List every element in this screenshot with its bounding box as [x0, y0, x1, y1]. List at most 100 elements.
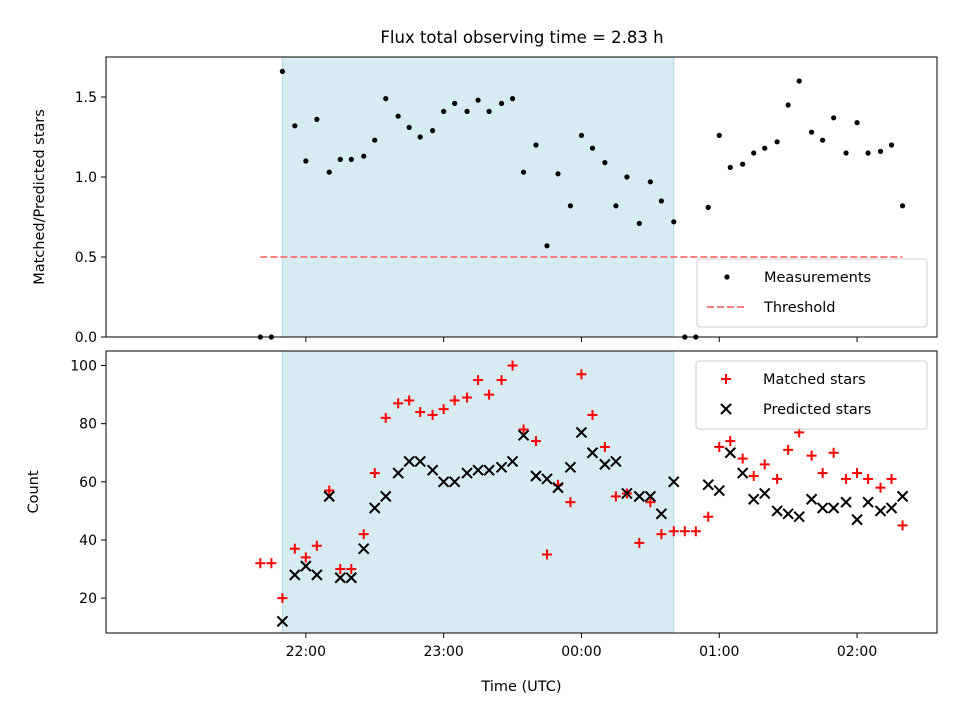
- measurement-point: [337, 156, 343, 162]
- predicted-stars-point: [759, 487, 771, 500]
- x-tick-label: 02:00: [837, 644, 877, 660]
- y-tick-label: 100: [70, 359, 97, 375]
- measurement-point: [705, 204, 711, 210]
- predicted-stars-point: [380, 490, 392, 503]
- x-b: [599, 458, 611, 471]
- y-tick-label: 1.5: [75, 90, 97, 106]
- x-b: [289, 569, 301, 581]
- x-b: [668, 476, 680, 488]
- predicted-stars-point: [564, 461, 577, 473]
- matched-stars-point: [393, 398, 404, 409]
- x-b: [506, 455, 519, 468]
- x-b: [276, 615, 289, 628]
- x-b: [461, 467, 473, 479]
- matched-stars-point: [772, 473, 783, 484]
- measurement-point: [877, 148, 884, 154]
- matched-stars-point: [748, 471, 759, 482]
- predicted-stars-point: [448, 476, 461, 488]
- measurement-point: [395, 113, 401, 119]
- predicted-stars-point: [369, 502, 381, 514]
- x-b: [437, 476, 450, 488]
- matched-stars-point: [645, 497, 656, 508]
- x-b: [300, 560, 312, 572]
- predicted-stars-point: [541, 473, 553, 485]
- predicted-stars-point: [289, 569, 301, 581]
- observing-window-shade: [281, 56, 675, 338]
- predicted-stars-point: [517, 429, 530, 442]
- measurement-point: [279, 68, 285, 74]
- predicted-stars-point: [896, 490, 909, 503]
- predicted-stars-point: [713, 484, 725, 497]
- x-b: [392, 467, 404, 479]
- predicted-stars-point: [610, 455, 622, 468]
- matched-stars-point: [404, 395, 415, 406]
- x-b: [472, 464, 484, 476]
- matched-stars-point: [380, 412, 391, 423]
- matched-stars-point: [679, 526, 690, 537]
- matched-stars-point: [427, 409, 438, 420]
- y-axis-label: Count: [26, 470, 42, 513]
- matched-stars-point: [530, 436, 541, 447]
- measurement-point: [865, 150, 871, 156]
- matched-stars-point: [277, 593, 288, 604]
- x-b: [495, 461, 508, 473]
- matched-stars-point: [863, 473, 874, 484]
- measurement-point: [292, 123, 298, 129]
- legend: Measurements Threshold: [696, 258, 928, 328]
- matched-stars-point: [415, 407, 426, 418]
- y-tick-label: 0.0: [75, 330, 97, 346]
- measurement-point: [314, 116, 320, 122]
- legend-label: Threshold: [763, 300, 835, 316]
- measurement-point: [751, 150, 757, 156]
- x-b: [840, 496, 852, 508]
- measurement-point: [796, 78, 802, 84]
- x-b: [483, 464, 495, 476]
- predicted-stars-point: [736, 467, 749, 479]
- matched-stars-point: [897, 520, 908, 531]
- predicted-stars-point: [437, 476, 450, 488]
- axes-frame: [105, 56, 938, 338]
- predicted-stars-point: [724, 447, 736, 459]
- matched-stars-point: [358, 529, 369, 540]
- matched-stars-point: [587, 409, 598, 420]
- matched-stars-point: [656, 529, 667, 540]
- predicted-stars-point: [575, 426, 588, 439]
- bottom-panel: 20 40 60 80 100 22:00 23:00 00:00 01:00 02:00 Coun…: [26, 350, 938, 695]
- x-tick-label: 23:00: [423, 644, 463, 660]
- x-b: [851, 513, 863, 526]
- legend: Matched stars Predicted stars: [695, 360, 928, 430]
- x-b: [586, 447, 599, 459]
- x-b: [311, 569, 323, 581]
- matched-stars-point: [806, 450, 817, 461]
- predicted-stars-point: [472, 464, 484, 476]
- x-b: [621, 487, 633, 500]
- x-b: [782, 508, 794, 520]
- x-b: [334, 572, 346, 584]
- measurement-point: [899, 203, 906, 209]
- legend-box: [696, 258, 928, 328]
- measurement-point: [441, 108, 447, 114]
- matched-stars-point: [703, 511, 714, 522]
- predicted-stars-point: [552, 481, 564, 494]
- matched-stars-point: [346, 564, 357, 575]
- matched-stars-point: [324, 485, 335, 496]
- x-tick-label: 22:00: [286, 644, 326, 660]
- matched-stars-point: [369, 468, 380, 479]
- predicted-stars-point: [392, 467, 404, 479]
- predicted-stars-point: [668, 476, 680, 488]
- x-b: [655, 508, 668, 520]
- matched-stars-point: [300, 552, 311, 563]
- matched-stars-point: [311, 540, 322, 551]
- measurement-point: [417, 134, 423, 140]
- predicted-stars-point: [586, 447, 599, 459]
- matched-stars-point: [610, 491, 621, 502]
- measurement-point: [624, 174, 630, 180]
- matched-stars-point: [783, 444, 794, 455]
- x-b: [357, 542, 370, 555]
- x-b: [874, 505, 887, 517]
- predicted-stars-point: [300, 560, 312, 572]
- measurement-point: [831, 115, 837, 121]
- predicted-stars-point: [495, 461, 508, 473]
- predicted-stars-point: [461, 467, 473, 479]
